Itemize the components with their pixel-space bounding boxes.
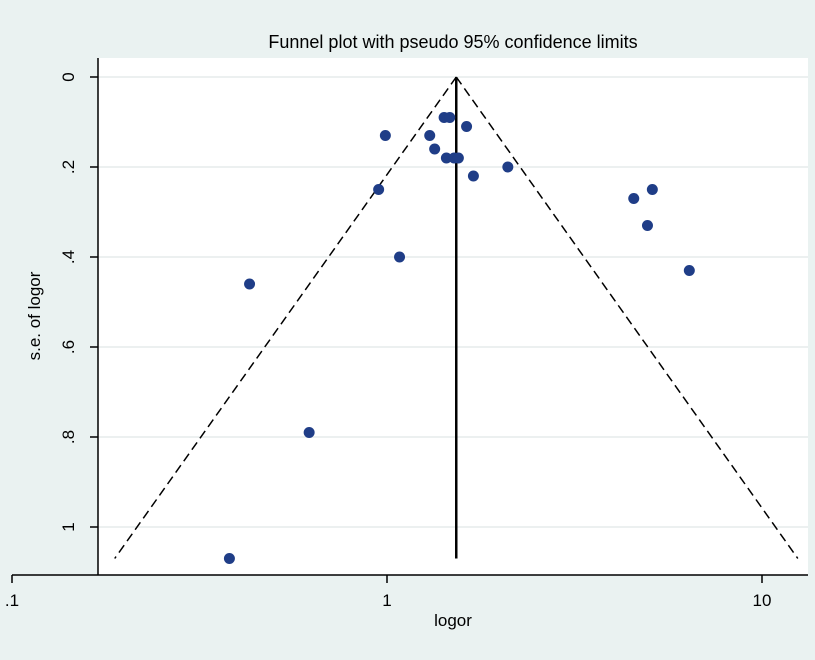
y-tick-label: 0 [59,72,78,81]
y-tick-label: .4 [59,250,78,264]
x-tick-label: 10 [753,591,772,610]
grid-lines [98,76,808,528]
data-point [223,553,235,564]
data-point [683,265,695,276]
data-point [440,152,452,164]
data-point [628,193,640,204]
x-axis-label: logor [434,611,472,630]
data-point [244,278,256,290]
data-point [424,130,436,141]
data-point [379,130,391,141]
data-point [394,251,406,263]
y-tick-label: 1 [59,522,78,531]
data-point [646,184,658,195]
data-point [641,220,653,231]
plot-area [98,58,808,575]
x-tick-label: 1 [382,591,391,610]
data-point [303,427,315,438]
chart-title: Funnel plot with pseudo 95% confidence l… [268,32,637,52]
y-tick-label: .2 [59,160,78,174]
data-point [452,152,464,164]
y-tick-label: .6 [59,340,78,354]
y-tick-label: .8 [59,430,78,444]
data-point [444,112,456,123]
lower-confidence-limit [114,76,457,559]
data-point [461,121,473,132]
data-point [467,170,479,182]
data-points [223,112,695,564]
y-axis-label: s.e. of logor [25,271,44,360]
data-point [373,184,385,195]
upper-confidence-limit [455,76,799,559]
data-point [429,143,441,155]
data-point [502,161,514,173]
x-tick-label: .1 [5,591,19,610]
axes: 0 .2 .4 .6 .8 1 .1 1 10 [5,58,808,610]
